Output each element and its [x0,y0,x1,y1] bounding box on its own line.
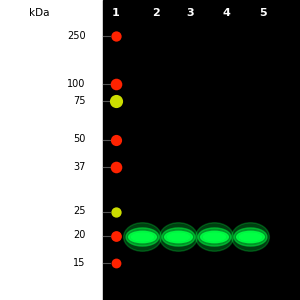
Ellipse shape [201,231,228,243]
Text: 3: 3 [187,8,194,19]
Text: 4: 4 [223,8,230,19]
Ellipse shape [232,223,269,251]
Ellipse shape [237,231,264,243]
Bar [0,0,103,300]
Point [113,82,118,86]
Ellipse shape [203,233,226,241]
Point [113,98,118,103]
Ellipse shape [129,231,156,243]
Text: 100: 100 [67,79,86,89]
Text: 25: 25 [73,206,85,217]
Text: 5: 5 [259,8,266,19]
Ellipse shape [162,228,195,246]
Ellipse shape [196,223,233,251]
Ellipse shape [165,231,192,243]
Text: 2: 2 [152,8,160,19]
Text: 37: 37 [73,161,86,172]
Ellipse shape [239,233,262,241]
Text: 250: 250 [67,31,86,41]
Point [113,137,118,142]
Text: 15: 15 [73,257,86,268]
Point [113,260,118,265]
Point [113,34,118,38]
Ellipse shape [126,228,159,246]
Point [113,209,118,214]
Text: 75: 75 [73,95,85,106]
Ellipse shape [234,228,267,246]
Point [113,233,118,238]
Text: 20: 20 [73,230,86,241]
Text: 50: 50 [73,134,86,145]
Ellipse shape [167,233,190,241]
Ellipse shape [124,223,161,251]
Text: 1: 1 [112,8,119,19]
Bar [103,0,300,300]
Ellipse shape [198,228,231,246]
Text: kDa: kDa [29,8,49,19]
Ellipse shape [131,233,154,241]
Ellipse shape [160,223,197,251]
Point [113,164,118,169]
